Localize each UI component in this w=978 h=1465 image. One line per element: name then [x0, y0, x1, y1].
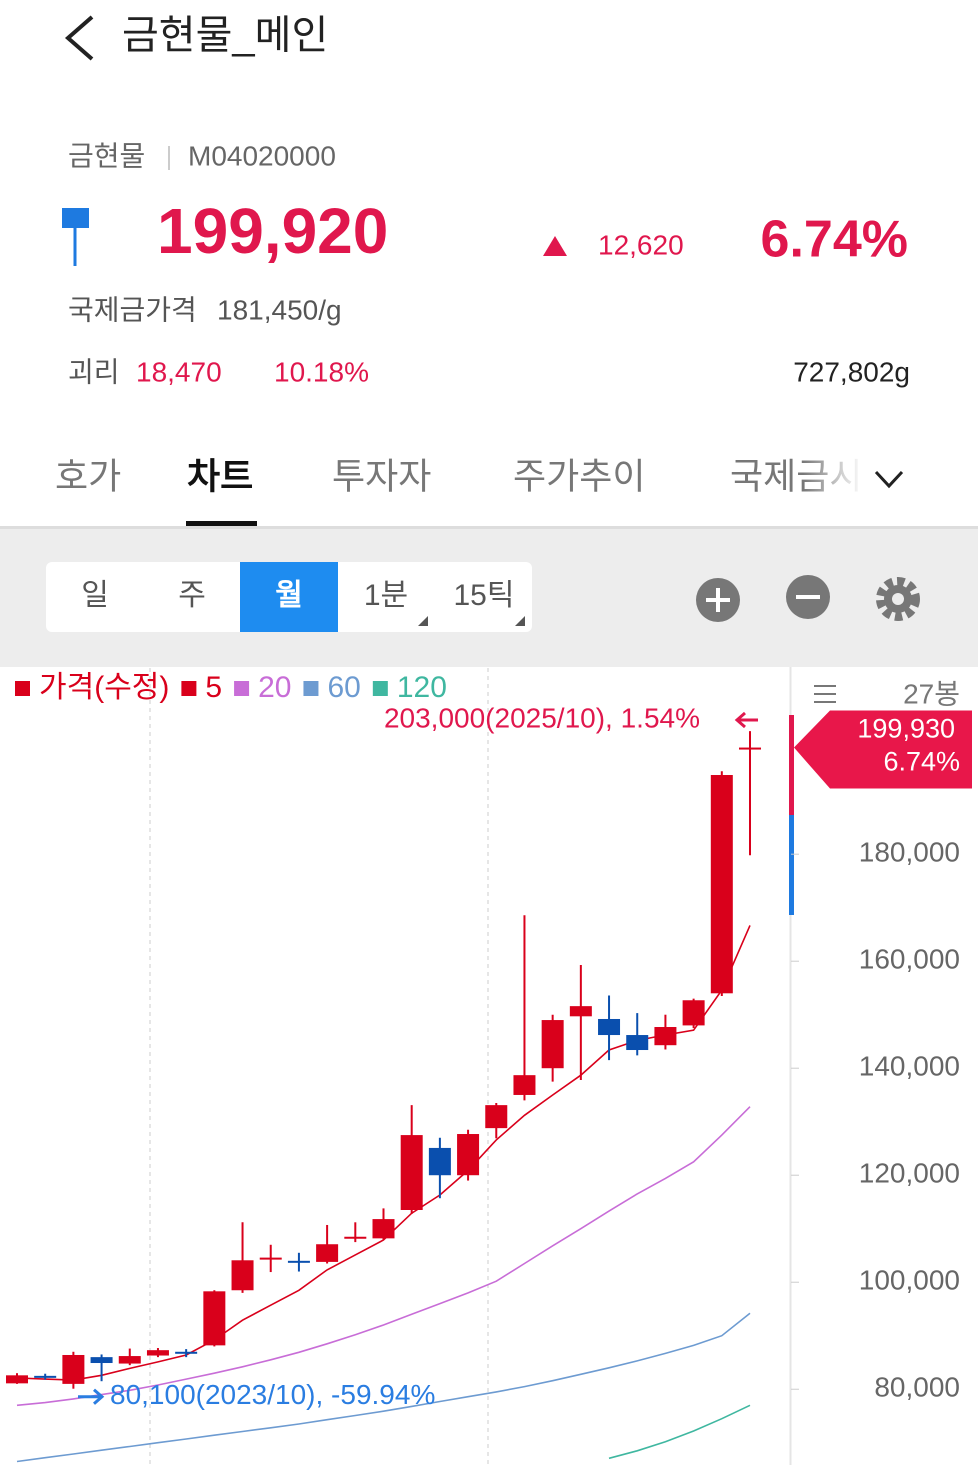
period-button[interactable]: 1분 [364, 579, 408, 612]
price-tag-value: 199,930 [857, 714, 955, 744]
candle-body [118, 1356, 141, 1364]
separator [0, 526, 978, 529]
flag-icon [62, 208, 89, 228]
candle-body [513, 1075, 536, 1095]
candle-body [372, 1219, 395, 1239]
volume: 727,802g [793, 356, 910, 387]
moving-average-line [16, 1106, 751, 1407]
y-tick-label: 120,000 [859, 1158, 960, 1189]
change-rate: 6.74% [761, 211, 908, 269]
y-tick-label: 80,000 [874, 1372, 960, 1403]
candle-body [739, 747, 761, 750]
low-annotation: 80,100(2023/10), -59.94% [110, 1379, 435, 1410]
gap-value: 18,470 [136, 356, 222, 387]
legend-swatch [303, 681, 319, 696]
candle-body [90, 1357, 113, 1364]
candle-body [259, 1257, 282, 1260]
low-arrow [78, 1388, 105, 1405]
legend-swatch [372, 681, 388, 696]
candle-body [626, 1035, 649, 1051]
candle-body [541, 1020, 564, 1069]
y-tick-label: 100,000 [859, 1265, 960, 1296]
gap-rate: 10.18% [274, 356, 369, 387]
intl-label: 국제금가격 [68, 294, 197, 325]
legend-swatch [15, 681, 30, 696]
menu-icon[interactable] [814, 685, 836, 703]
candle-body [287, 1260, 310, 1263]
moving-average-line [16, 1312, 751, 1463]
period-button[interactable]: 월 [275, 579, 303, 612]
settings[interactable] [876, 577, 920, 621]
period-button[interactable]: 주 [178, 579, 206, 612]
range-bar [789, 715, 794, 815]
y-tick-label: 180,000 [859, 837, 960, 868]
candle-body [34, 1375, 57, 1378]
price-change: 12,620 [598, 229, 684, 260]
back-button[interactable] [64, 15, 94, 61]
candle-body [146, 1350, 169, 1356]
price-tag-change: 6.74% [883, 747, 960, 777]
page-title: 금현물_메인 [122, 14, 328, 58]
legend-label: 가격(수정) [39, 671, 169, 704]
candle-body [203, 1291, 226, 1346]
moving-average-line [608, 1404, 751, 1460]
period-button[interactable]: 일 [81, 579, 109, 612]
high-arrow [734, 711, 758, 729]
range-bar [789, 815, 794, 915]
candle-body [400, 1135, 423, 1210]
up-arrow [543, 236, 567, 256]
tab[interactable]: 차트 [187, 456, 253, 497]
candle-body [485, 1105, 508, 1129]
legend-label: 20 [258, 671, 291, 704]
legend-swatch [181, 681, 197, 696]
legend-label: 120 [397, 671, 447, 704]
candle-body [6, 1375, 28, 1384]
candle-body [682, 1000, 705, 1026]
tab[interactable]: 주가추이 [513, 456, 645, 497]
overlay: 80,000 100,000 120,000 140,000 160,000 180,00… [15, 671, 972, 1410]
candle-body [344, 1236, 367, 1239]
price-tag [794, 710, 972, 789]
current-price: 199,920 [157, 195, 388, 267]
candle-body [598, 1018, 621, 1036]
candle-body [457, 1134, 480, 1176]
item-code: M04020000 [188, 140, 336, 171]
tab-bar: 호가 차트 투자자 주가추이 국제금시 [55, 456, 862, 497]
candle-body [569, 1006, 592, 1017]
periods: 일 주 월 1분 15틱 [81, 579, 514, 612]
legend-swatch [234, 681, 250, 696]
chart-area [0, 667, 978, 1465]
intl-price: 181,450/g [217, 294, 342, 325]
y-tick-label: 140,000 [859, 1051, 960, 1082]
tab[interactable]: 호가 [55, 456, 121, 497]
tab[interactable]: 투자자 [332, 456, 431, 497]
tab-indicator [186, 521, 257, 527]
candle-body [710, 775, 733, 994]
plot [6, 731, 761, 1463]
y-tick-label: 160,000 [859, 944, 960, 975]
period-active [240, 562, 338, 632]
legend-label: 60 [327, 671, 360, 704]
zoom-in-icon [706, 588, 730, 612]
item-name: 금현물 [68, 140, 145, 171]
candle-body [175, 1351, 198, 1354]
candle-body [62, 1354, 85, 1384]
candle-body [654, 1027, 677, 1046]
candle-body [231, 1260, 254, 1291]
legend-label: 5 [205, 671, 222, 704]
tab-more[interactable] [874, 470, 904, 489]
tab[interactable]: 국제금시 [730, 456, 862, 497]
period-button[interactable]: 15틱 [454, 579, 515, 612]
bar-count: 27봉 [903, 678, 960, 709]
candle-body [428, 1147, 451, 1176]
high-annotation: 203,000(2025/10), 1.54% [384, 702, 700, 733]
candle-body [316, 1244, 339, 1262]
gap-label: 괴리 [68, 356, 120, 387]
